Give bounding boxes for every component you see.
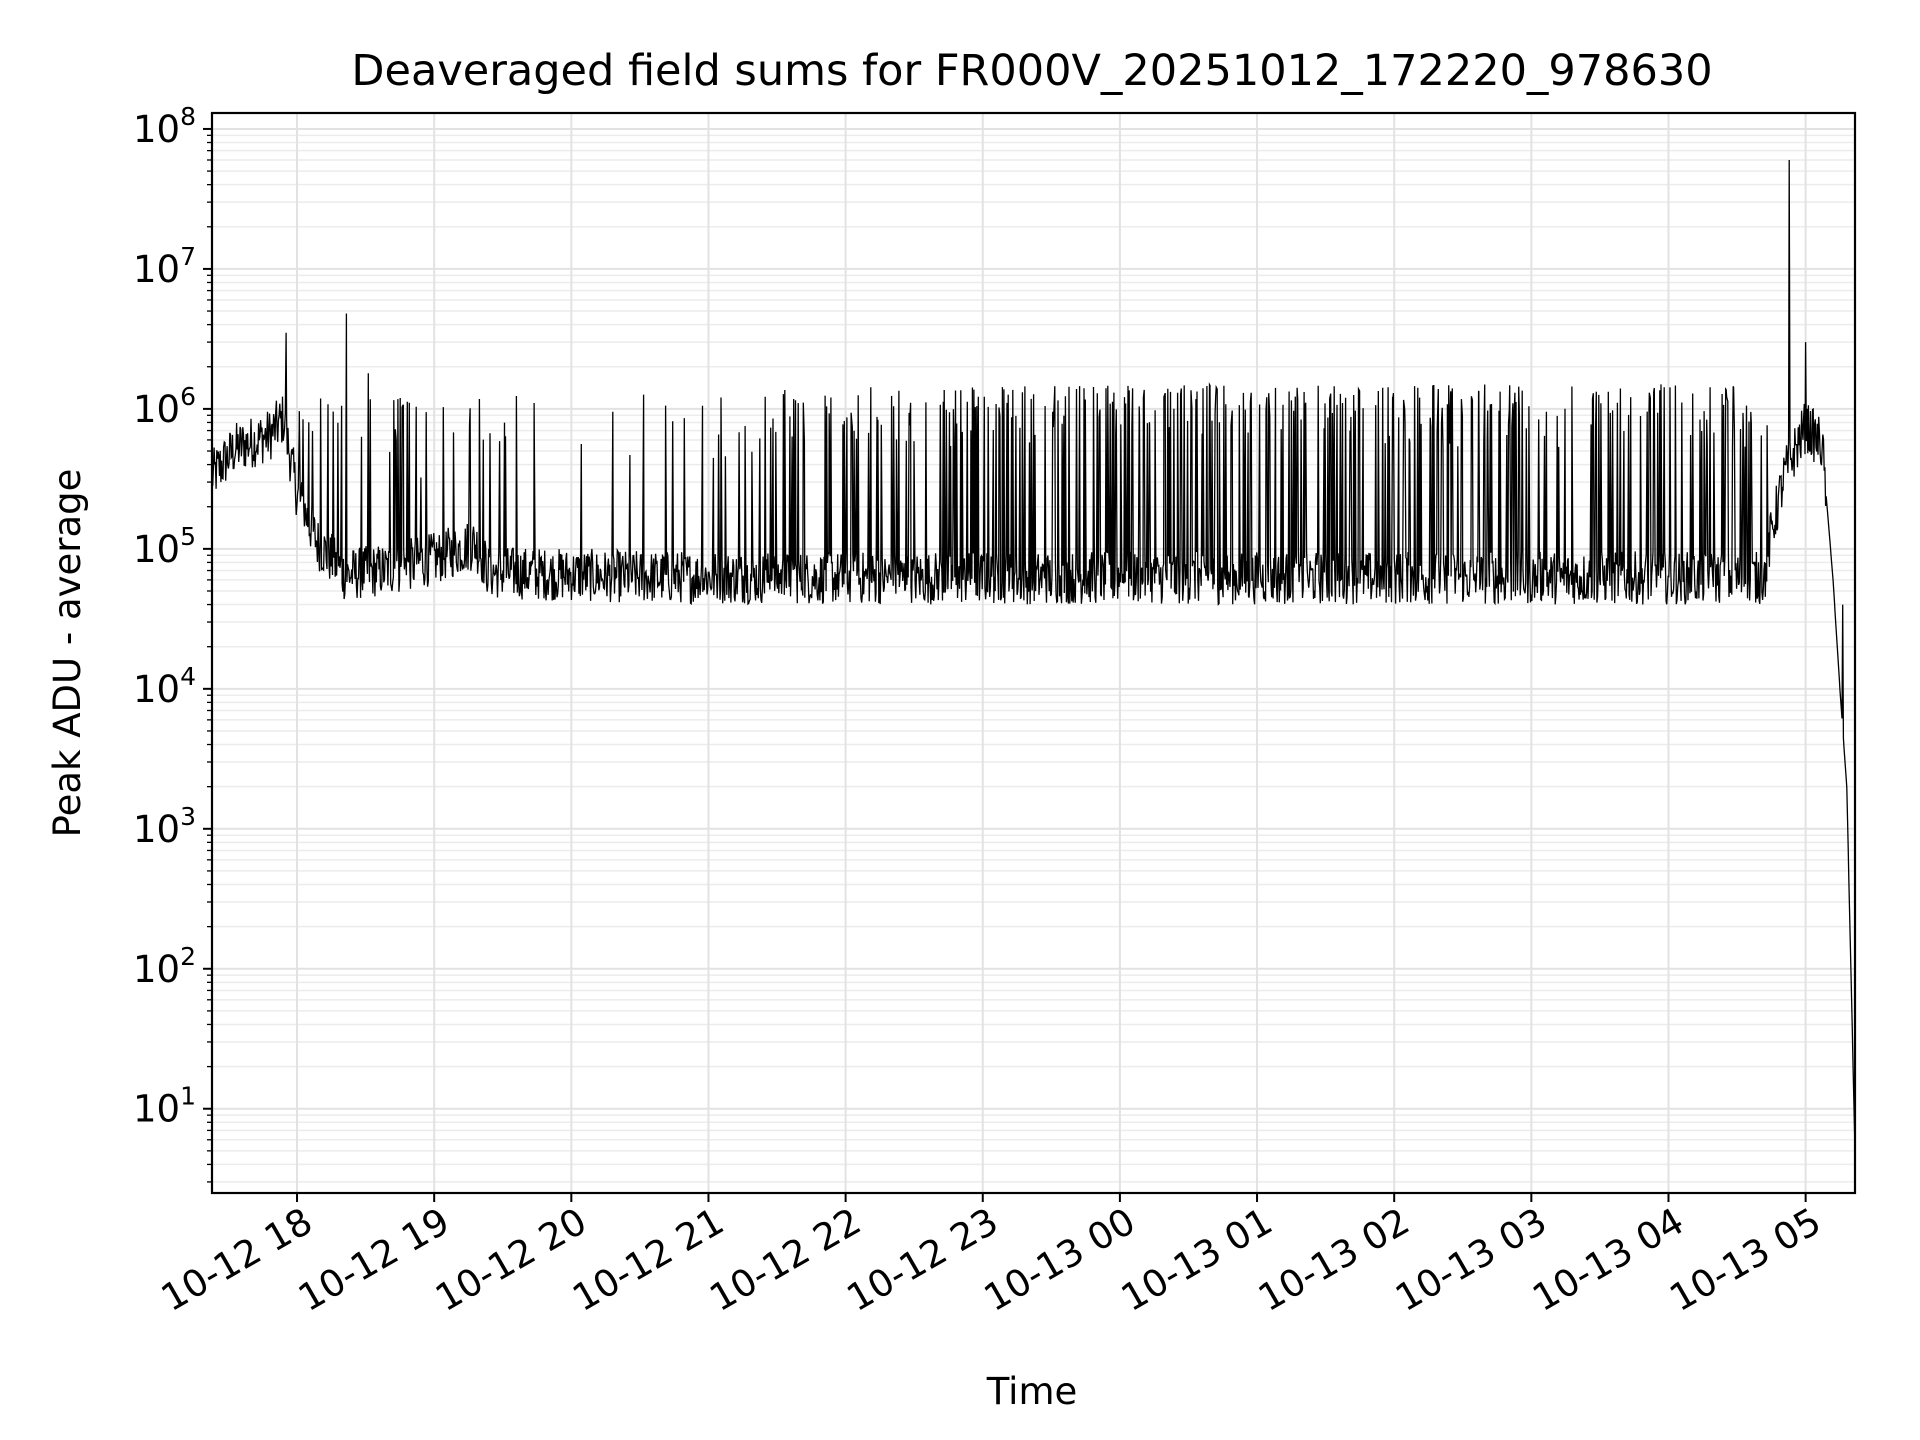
- y-tick-label: 101: [133, 1082, 196, 1131]
- series-line-peak-adu: [211, 159, 1856, 1151]
- x-tick-label: 10-12 22: [703, 1200, 869, 1320]
- x-tick-label: 10-12 21: [565, 1200, 731, 1320]
- y-tick-label: 103: [133, 802, 196, 851]
- chart-title: Deaveraged field sums for FR000V_2025101…: [351, 46, 1712, 96]
- y-tick-label: 105: [133, 522, 196, 571]
- series-group: [211, 159, 1856, 1151]
- x-tick-label: 10-12 20: [428, 1200, 594, 1320]
- x-tick-label: 10-13 01: [1114, 1200, 1280, 1320]
- y-tick-label: 106: [133, 382, 196, 431]
- y-tick-label: 102: [133, 942, 196, 991]
- y-axis-label: Peak ADU - average: [46, 469, 89, 838]
- x-tick-label: 10-13 03: [1388, 1200, 1554, 1320]
- grid-lines: [212, 113, 1855, 1193]
- x-tick-label: 10-12 19: [291, 1200, 457, 1320]
- x-axis-label: Time: [986, 1370, 1078, 1413]
- plot-frame: [210, 111, 1857, 1195]
- x-tick-label: 10-13 02: [1251, 1200, 1417, 1320]
- y-tick-label: 108: [133, 102, 196, 151]
- y-tick-label: 107: [133, 242, 196, 291]
- x-tick-label: 10-12 18: [154, 1200, 320, 1320]
- x-tick-label: 10-13 04: [1525, 1200, 1691, 1320]
- x-tick-label: 10-12 23: [840, 1200, 1006, 1320]
- y-tick-label: 104: [133, 662, 196, 711]
- x-tick-label: 10-13 05: [1663, 1200, 1829, 1320]
- x-tick-label: 10-13 00: [977, 1200, 1143, 1320]
